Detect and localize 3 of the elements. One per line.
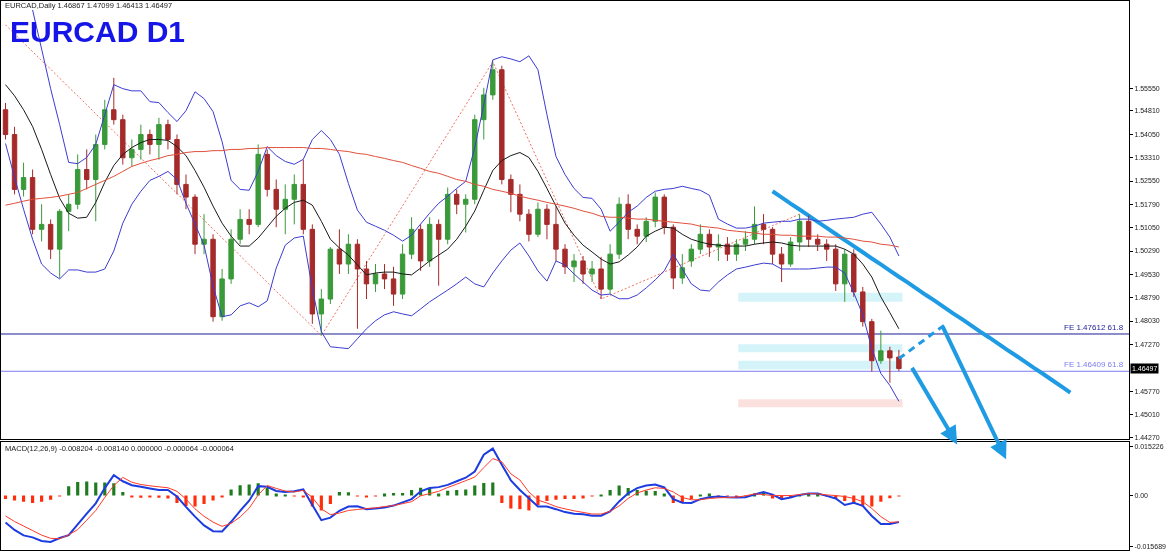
text: EURCAD D1: [9, 14, 186, 48]
ref-line-label: FE 1.47612 61.8: [1064, 323, 1124, 332]
ref-line-label: FE 1.46409 61.8: [1064, 360, 1124, 369]
